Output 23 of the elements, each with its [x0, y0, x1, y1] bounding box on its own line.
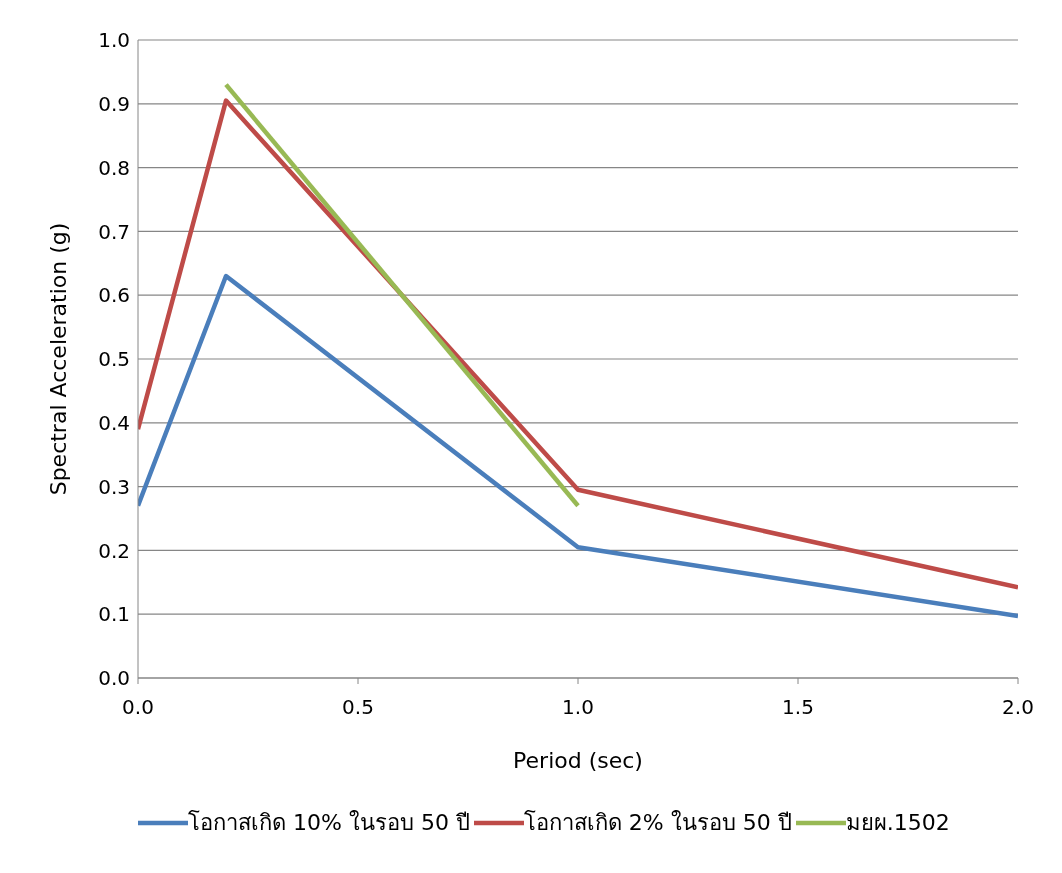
x-tick-label: 2.0: [1002, 695, 1034, 720]
legend-label: โอกาสเกิด 2% ในรอบ 50 ปี: [523, 809, 792, 837]
y-tick-label: 0.3: [98, 474, 130, 499]
y-tick-label: 0.1: [98, 602, 130, 627]
y-tick-label: 0.4: [98, 410, 130, 435]
line-series: [138, 98, 1018, 590]
y-tick-label: 0.8: [98, 155, 130, 180]
line-series: [138, 273, 1018, 619]
y-tick-label: 0.9: [98, 91, 130, 116]
y-tick-label: 0.0: [98, 666, 130, 691]
x-tick-label: 1.5: [782, 695, 814, 720]
x-tick-label: 1.0: [562, 695, 594, 720]
legend-label: มยผ.1502: [845, 809, 950, 837]
y-tick-label: 0.5: [98, 347, 130, 372]
legend-label: โอกาสเกิด 10% ในรอบ 50 ปี: [188, 809, 470, 837]
y-axis-title: Spectral Acceleration (g): [45, 222, 71, 496]
y-tick-label: 1.0: [98, 28, 130, 53]
y-tick-label: 0.6: [98, 283, 130, 308]
x-tick-label: 0.0: [122, 695, 154, 720]
x-axis-title: Period (sec): [513, 748, 643, 773]
x-tick-label: 0.5: [342, 695, 374, 720]
y-tick-label: 0.2: [98, 538, 130, 563]
y-tick-label: 0.7: [98, 219, 130, 244]
